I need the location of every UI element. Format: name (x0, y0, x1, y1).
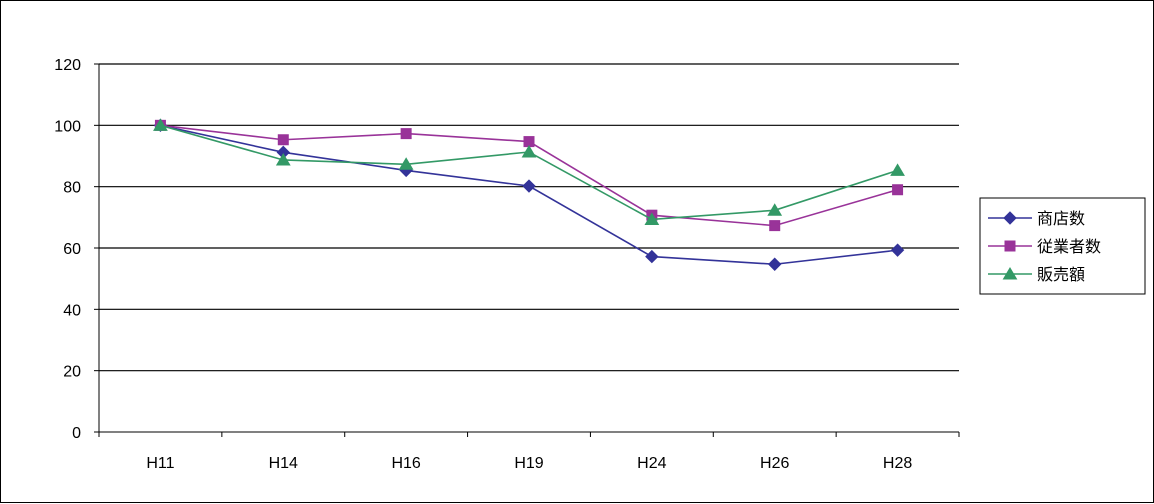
data-point (153, 118, 168, 131)
data-point (890, 163, 905, 176)
legend-entry: 従業者数 (988, 237, 1101, 256)
y-tick-label: 80 (63, 180, 81, 197)
data-point (522, 179, 536, 193)
legend-entry: 販売額 (988, 265, 1085, 284)
data-point (645, 249, 659, 264)
data-point (769, 220, 781, 232)
data-point (398, 157, 414, 170)
legend-marker (1003, 211, 1017, 225)
series (153, 118, 905, 271)
legend-entry: 商店数 (988, 209, 1085, 228)
legend-label: 商店数 (1037, 209, 1085, 228)
legend-label: 販売額 (1037, 265, 1085, 284)
y-tick-label: 40 (63, 302, 81, 319)
y-tick-label: 60 (63, 241, 81, 258)
x-tick-label: H19 (514, 455, 543, 472)
data-point (767, 203, 783, 216)
data-point (400, 128, 412, 140)
legend-label: 従業者数 (1037, 237, 1101, 256)
y-tick-label: 20 (63, 364, 81, 381)
data-point (521, 145, 537, 158)
y-tick-labels: 0 20 40 60 80 100 120 (54, 57, 81, 442)
y-tick-label: 0 (72, 425, 81, 442)
data-point (768, 257, 782, 271)
legend-marker (1002, 267, 1018, 280)
x-tick-labels: H11 H14 H16 H19 H24 H26 H28 (146, 455, 912, 472)
series-3 (153, 118, 905, 225)
y-tick-label: 120 (54, 57, 81, 74)
x-tick-label: H28 (883, 455, 912, 472)
data-point (275, 153, 291, 166)
data-point (277, 134, 289, 146)
data-point (644, 212, 660, 225)
x-tick-label: H11 (146, 455, 174, 472)
x-tick-label: H26 (760, 455, 789, 472)
legend-marker (1004, 240, 1016, 252)
axes (94, 63, 960, 437)
series-2 (154, 119, 904, 232)
x-tick-label: H24 (637, 455, 666, 472)
x-tick-label: H14 (269, 455, 298, 472)
gridlines (99, 63, 959, 372)
data-point (892, 184, 904, 196)
x-tick-label: H16 (391, 455, 420, 472)
data-point (890, 243, 905, 257)
y-tick-label: 100 (54, 118, 81, 135)
